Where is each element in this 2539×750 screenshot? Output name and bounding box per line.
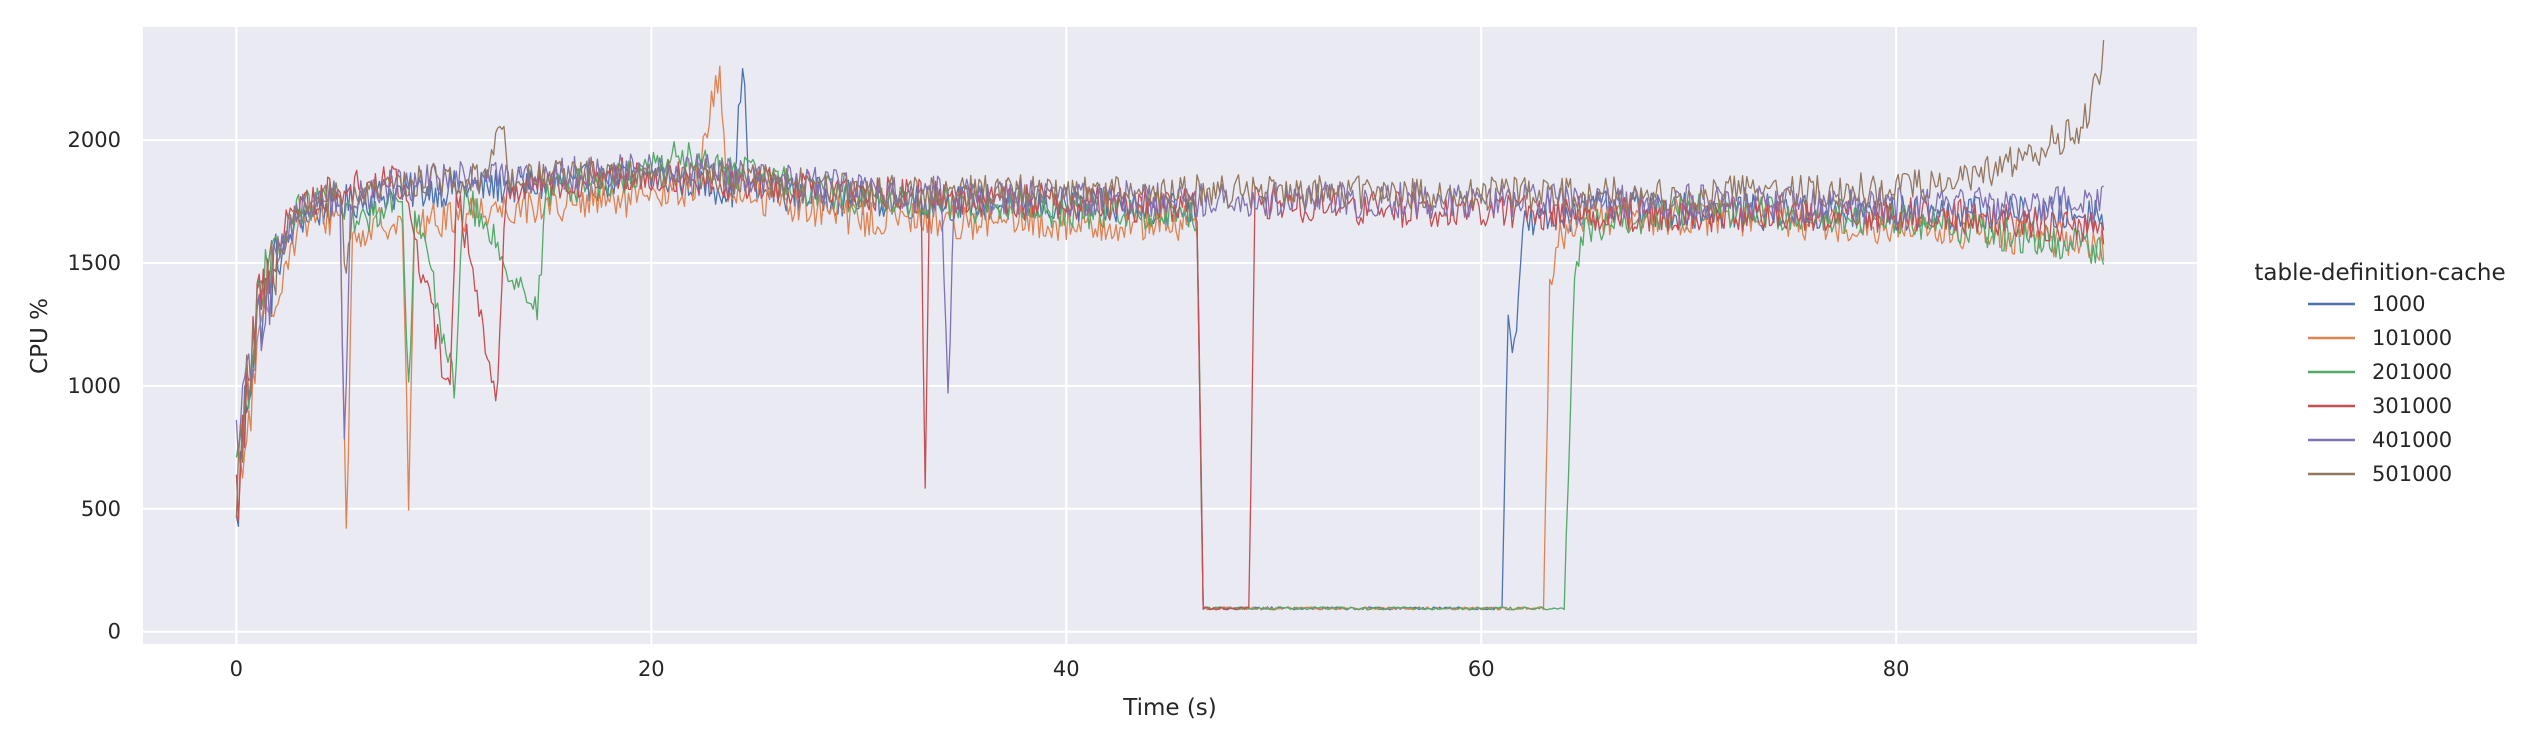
y-axis-label: CPU %: [27, 298, 53, 374]
x-tick-label: 60: [1468, 657, 1495, 681]
y-tick-label: 1000: [68, 374, 121, 398]
y-tick-label: 0: [108, 620, 121, 644]
legend-label: 301000: [2372, 394, 2452, 418]
grid-lines: [143, 27, 2197, 644]
x-tick-label: 20: [638, 657, 665, 681]
legend-title: table-definition-cache: [2254, 260, 2505, 286]
legend-label: 401000: [2372, 428, 2452, 452]
series-lines: [235, 40, 2105, 611]
legend-label: 501000: [2372, 462, 2452, 486]
y-tick-label: 500: [81, 497, 121, 521]
legend-label: 1000: [2372, 292, 2425, 316]
series-line-501000: [235, 40, 2105, 518]
x-tick-labels: 0 20 40 60 80: [230, 657, 1910, 681]
x-tick-label: 0: [230, 657, 243, 681]
y-tick-label: 2000: [68, 128, 121, 152]
legend: table-definition-cache 1000 101000 201000 3…: [2254, 260, 2505, 486]
y-tick-label: 1500: [68, 251, 121, 275]
plot-background: [143, 27, 2197, 644]
legend-label: 101000: [2372, 326, 2452, 350]
legend-label: 201000: [2372, 360, 2452, 384]
x-axis-label: Time (s): [1122, 695, 1217, 721]
x-tick-label: 40: [1053, 657, 1080, 681]
legend-entries: 1000 101000 201000 301000 401000 501000: [2308, 292, 2452, 486]
y-tick-labels: 0 500 1000 1500 2000: [68, 128, 121, 644]
series-line-101000: [235, 65, 2105, 611]
x-tick-label: 80: [1883, 657, 1910, 681]
